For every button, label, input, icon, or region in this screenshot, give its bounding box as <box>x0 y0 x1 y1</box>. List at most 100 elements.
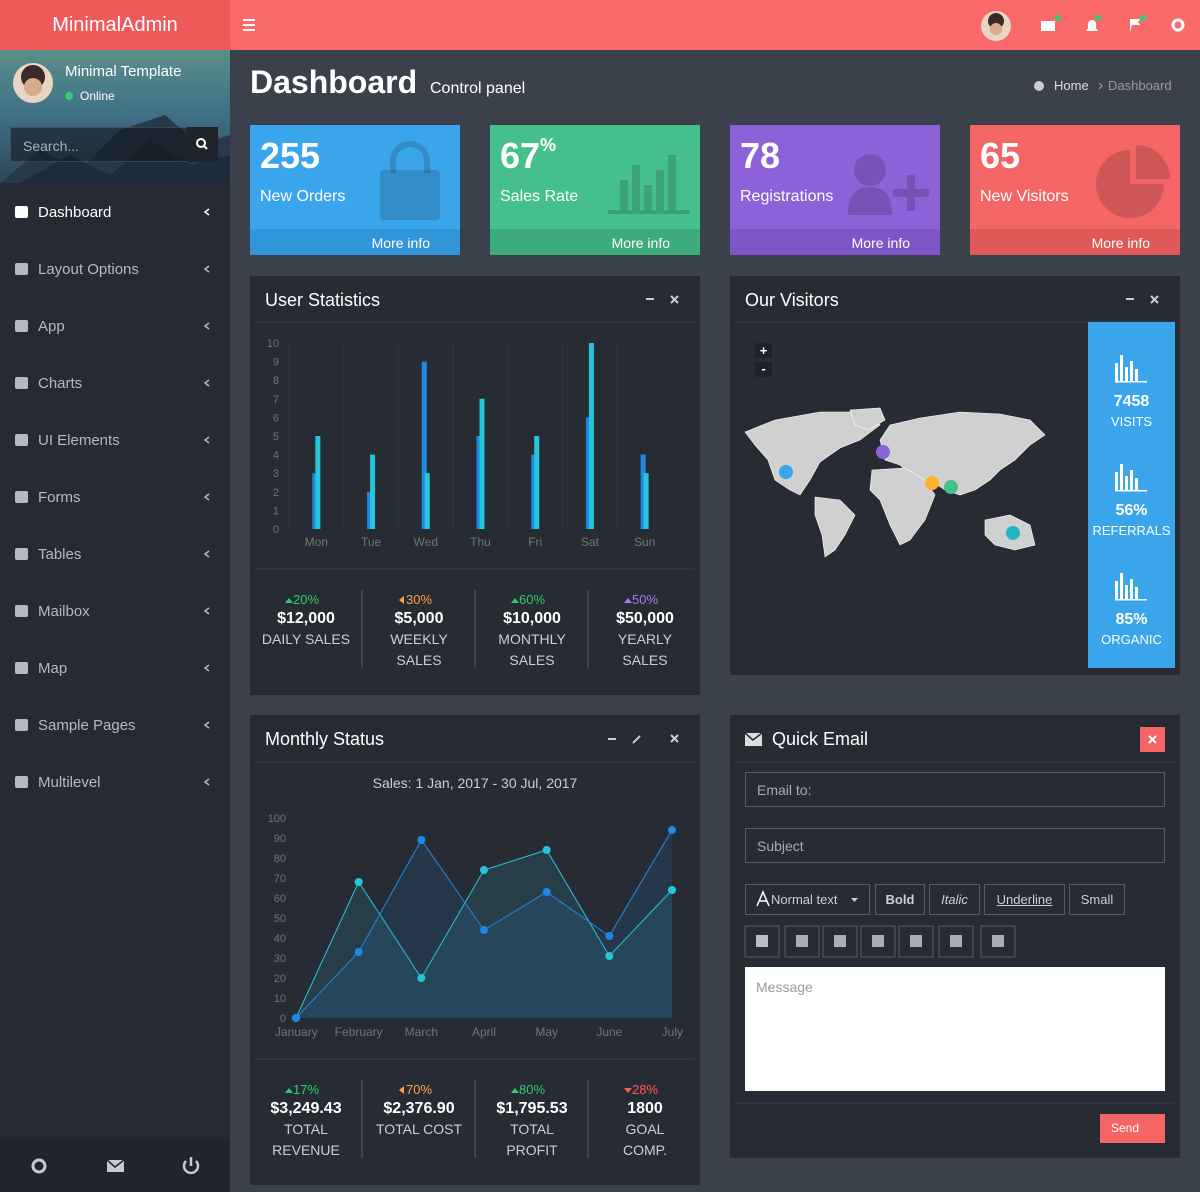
toolbar-button[interactable]: Small <box>1069 884 1125 915</box>
summary-value: $2,376.90 <box>383 1100 455 1117</box>
nav-item[interactable]: Multilevel <box>0 754 230 811</box>
point <box>292 1014 300 1022</box>
more-info-link[interactable]: More info <box>1091 235 1150 251</box>
nav-item[interactable]: Charts <box>0 355 230 412</box>
more-info-link[interactable]: More info <box>371 235 430 251</box>
y-tick-label: 50 <box>274 913 286 925</box>
icon <box>632 165 640 210</box>
sidebar-footer <box>0 1140 230 1192</box>
nav-label: Forms <box>38 489 81 506</box>
nav-icon <box>15 206 210 218</box>
stat-boxes: 255 New Orders More info 67% Sales Rate More … <box>0 0 1200 260</box>
nav-item[interactable]: App <box>0 298 230 355</box>
stat-box: 255 New Orders More info <box>250 125 460 255</box>
nav-chevron <box>203 778 210 786</box>
point <box>668 826 676 834</box>
nav-item[interactable]: Sample Pages <box>0 697 230 754</box>
area <box>296 850 672 1018</box>
visitor-stat-label: ORGANIC <box>1101 632 1162 647</box>
send-button[interactable]: Send <box>1100 1114 1165 1143</box>
visitor-stat-value: 56% <box>1115 502 1148 519</box>
line <box>295 849 673 1019</box>
breadcrumb-home[interactable]: Home <box>1054 78 1089 93</box>
summary-label: WEEKLY <box>390 631 448 647</box>
more-info-link[interactable]: More info <box>611 235 670 251</box>
stat-strip <box>730 229 940 255</box>
nav-item[interactable]: Layout Options <box>0 241 230 298</box>
icon <box>893 175 929 211</box>
change: 30% <box>405 592 433 607</box>
visitor-stat-label: VISITS <box>1110 414 1153 429</box>
x-tick-label: Fri <box>528 535 542 549</box>
nav-item[interactable]: Tables <box>0 526 230 583</box>
change: 50% <box>631 592 659 607</box>
nav-chevron <box>203 550 210 558</box>
nav-icon <box>15 263 210 275</box>
search-input[interactable]: Search... <box>10 127 188 162</box>
y-tick-label: 30 <box>274 953 286 965</box>
x-tick-label: Sat <box>581 535 600 549</box>
x-tick-label: May <box>535 1025 558 1039</box>
summary-label: DAILY SALES <box>261 631 351 647</box>
y-tick-label: 6 <box>273 412 279 424</box>
page-subtitle: Control panel <box>430 80 526 97</box>
toolbar-button[interactable]: Underline <box>984 884 1065 915</box>
nav-label: Multilevel <box>38 774 101 791</box>
email-to-input[interactable]: Email to: <box>745 772 1165 807</box>
y-tick-label: 10 <box>267 338 279 350</box>
format-button <box>860 925 896 958</box>
y-tick-label: 0 <box>280 1013 286 1025</box>
toolbar-button[interactable]: Bold <box>875 884 925 915</box>
more-info-link[interactable]: More info <box>851 235 910 251</box>
format-icon <box>834 935 846 947</box>
icon <box>854 154 886 186</box>
nav-chevron <box>203 265 210 273</box>
nav-item[interactable]: UI Elements <box>0 412 230 469</box>
nav-label: Map <box>38 660 68 677</box>
format-icon <box>950 935 962 947</box>
point <box>542 888 551 896</box>
toolbar-button[interactable]: Normal text <box>745 884 870 915</box>
change: 20% <box>292 592 320 607</box>
stat-number: 255 <box>260 135 321 176</box>
nav-icon <box>15 605 210 617</box>
summary-value: $50,000 <box>616 610 674 627</box>
brand[interactable]: MinimalAdmin <box>0 0 230 50</box>
bar <box>585 417 591 529</box>
toolbar-button[interactable]: Italic <box>929 884 980 915</box>
subject-input[interactable]: Subject <box>745 828 1165 863</box>
nav-icon <box>15 662 210 674</box>
nav-icon-shape <box>15 434 28 446</box>
zoom-in[interactable]: + <box>759 343 768 358</box>
stat-strip <box>490 229 700 255</box>
nav-item[interactable]: Forms <box>0 469 230 526</box>
nav-icon-shape <box>15 206 28 218</box>
change: 17% <box>292 1082 320 1097</box>
message-input[interactable]: Message <box>745 967 1165 1091</box>
nav-label: Dashboard <box>38 204 112 221</box>
nav-item[interactable]: Map <box>0 640 230 697</box>
summary-label: COMP. <box>622 1142 668 1158</box>
format-icon <box>796 935 808 947</box>
y-tick-label: 90 <box>274 833 286 845</box>
panel-title: User Statistics <box>265 290 381 310</box>
panel-title: Monthly Status <box>265 729 385 749</box>
nav-icon-shape <box>15 776 28 788</box>
icon <box>608 210 690 214</box>
zoom-out[interactable]: - <box>761 361 766 376</box>
search-button[interactable] <box>187 127 218 162</box>
nav-icon <box>15 377 210 389</box>
nav-item[interactable]: Mailbox <box>0 583 230 640</box>
breadcrumb-icons <box>1034 81 1103 91</box>
point <box>417 836 426 844</box>
x-tick-label: July <box>662 1025 683 1039</box>
format-icon <box>992 935 1004 947</box>
bar <box>479 398 485 529</box>
nav-icon-shape <box>15 320 28 332</box>
change: 60% <box>518 592 546 607</box>
nav-menu: Dashboard Layout Options App Charts UI Eleme… <box>0 184 230 1104</box>
summary-label: SALES <box>622 652 668 668</box>
nav-item[interactable]: Dashboard <box>0 184 230 241</box>
stat-number: 78 <box>740 135 781 176</box>
icon <box>848 187 892 215</box>
